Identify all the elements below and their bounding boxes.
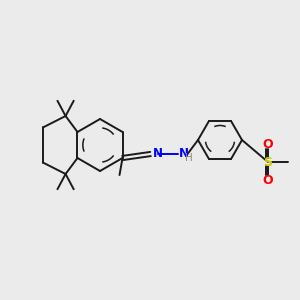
Text: N: N: [152, 147, 163, 160]
Text: H: H: [184, 153, 192, 163]
Text: N: N: [179, 147, 189, 160]
Text: S: S: [263, 155, 272, 169]
Text: O: O: [263, 137, 273, 151]
Text: O: O: [263, 173, 273, 187]
